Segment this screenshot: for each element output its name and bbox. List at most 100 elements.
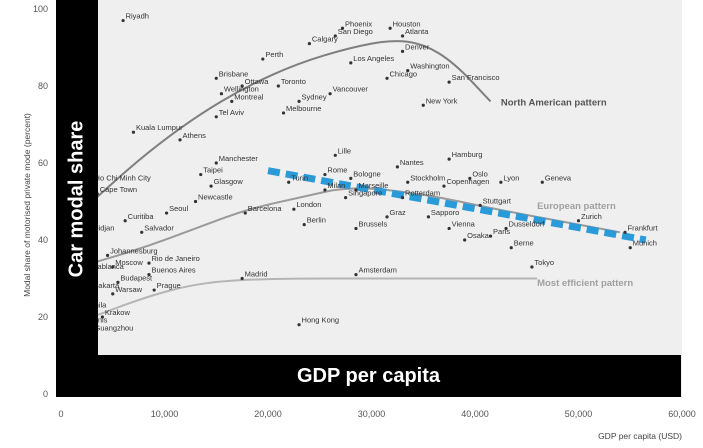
- city-label-60: Paris: [493, 227, 510, 236]
- city-point-43: [400, 196, 405, 200]
- city-label-61: Osaka: [467, 231, 490, 240]
- city-label-69: Budapest: [120, 273, 153, 282]
- city-label-37: Glasgow: [214, 177, 244, 186]
- city-point-65: [147, 261, 151, 265]
- city-point-40: [354, 188, 358, 192]
- city-label-48: Barcelona: [248, 204, 283, 213]
- city-points: Riyadh Phoenix Houston San Diego Atlanta Calg…: [80, 12, 658, 334]
- city-label-5: Calgary: [312, 35, 338, 44]
- city-point-70: [530, 265, 534, 269]
- city-point-35: [499, 180, 503, 184]
- city-label-26: Manchester: [219, 154, 259, 163]
- y-title-overlay-text: Car modal share: [65, 120, 88, 277]
- city-label-35: Lyon: [503, 173, 519, 182]
- city-label-17: Sydney: [302, 92, 327, 101]
- x-tick-3: 30,000: [358, 409, 386, 419]
- y-tick-0: 0: [43, 389, 48, 399]
- city-point-14: [276, 84, 280, 88]
- city-point-7: [261, 57, 265, 61]
- city-label-12: San Francisco: [452, 73, 500, 82]
- city-label-0: Riyadh: [126, 12, 149, 21]
- city-label-33: Turin: [291, 173, 308, 182]
- city-label-40: Marseille: [358, 181, 388, 190]
- x-title-overlay: GDP per capita: [56, 355, 681, 397]
- city-label-36: Geneva: [545, 173, 572, 182]
- city-label-14: Toronto: [281, 77, 306, 86]
- city-point-4: [400, 34, 405, 38]
- x-tick-0: 0: [58, 409, 63, 419]
- city-label-24: Lille: [338, 146, 351, 155]
- city-point-15: [219, 92, 224, 96]
- city-point-6: [400, 49, 405, 53]
- city-point-38: [442, 184, 446, 188]
- y-tick-1: 20: [38, 312, 48, 322]
- city-point-36: [540, 180, 544, 184]
- city-point-29: [349, 176, 353, 180]
- city-label-42: Singapore: [348, 189, 382, 198]
- city-point-52: [123, 219, 127, 223]
- city-point-11: [214, 76, 218, 80]
- city-label-15: Wellington: [224, 85, 259, 94]
- city-point-21: [281, 111, 286, 115]
- city-point-31: [468, 176, 472, 180]
- city-label-47: London: [296, 200, 321, 209]
- plot-background: [61, 0, 682, 397]
- city-label-52: Curitiba: [128, 212, 155, 221]
- city-point-39: [323, 188, 327, 192]
- city-label-55: Berlin: [307, 216, 326, 225]
- city-point-62: [509, 246, 513, 250]
- city-point-22: [131, 130, 136, 134]
- city-point-23: [178, 138, 182, 142]
- city-point-69: [116, 280, 120, 284]
- city-label-74: Jakarta: [95, 281, 120, 290]
- city-label-75: Warsaw: [115, 285, 142, 294]
- city-label-23: Athens: [183, 131, 207, 140]
- city-point-44: [193, 199, 198, 204]
- y-tick-3: 60: [38, 158, 48, 168]
- city-point-1: [340, 26, 345, 30]
- city-label-31: Oslo: [472, 169, 487, 178]
- city-point-26: [214, 161, 218, 165]
- city-point-68: [147, 273, 151, 277]
- city-label-9: Washington: [410, 62, 449, 71]
- city-label-71: Amsterdam: [358, 266, 396, 275]
- y-tick-2: 40: [38, 235, 48, 245]
- pattern-curve-0: [91, 40, 492, 203]
- city-label-43: Rotterdam: [405, 189, 440, 198]
- city-label-54: Abidjan: [89, 223, 114, 232]
- city-point-63: [628, 246, 632, 250]
- city-point-61: [463, 238, 467, 242]
- city-label-2: Houston: [393, 19, 421, 28]
- city-point-0: [121, 18, 125, 23]
- city-label-80: Hong Kong: [302, 316, 340, 325]
- city-label-49: Graz: [390, 208, 407, 217]
- x-tick-1: 10,000: [151, 409, 179, 419]
- city-label-53: Salvador: [144, 223, 174, 232]
- city-point-9: [406, 69, 410, 73]
- city-label-22: Kuala Lumpur: [136, 123, 183, 132]
- city-point-33: [287, 180, 291, 184]
- trend-line: [267, 167, 647, 244]
- city-label-57: Vienna: [452, 219, 476, 228]
- city-point-13: [240, 84, 244, 88]
- city-label-16: Vancouver: [333, 85, 369, 94]
- city-label-13: Ottawa: [245, 77, 270, 86]
- city-label-29: Bologne: [353, 169, 381, 178]
- city-point-66: [111, 265, 115, 269]
- x-tick-2: 20,000: [254, 409, 282, 419]
- city-label-70: Tokyo: [534, 258, 554, 267]
- x-tick-5: 50,000: [565, 409, 593, 419]
- city-point-5: [307, 42, 311, 46]
- city-point-25: [447, 157, 451, 161]
- city-point-10: [385, 76, 389, 80]
- pattern-curve-2: [91, 277, 538, 318]
- y-tick-4: 80: [38, 81, 48, 91]
- pattern-label-0: North American pattern: [501, 97, 607, 108]
- city-point-16: [328, 92, 332, 96]
- city-label-63: Munich: [633, 239, 657, 248]
- city-point-20: [214, 115, 218, 119]
- city-point-46: [478, 203, 482, 207]
- city-label-50: Sapporo: [431, 208, 459, 217]
- city-point-53: [140, 230, 144, 234]
